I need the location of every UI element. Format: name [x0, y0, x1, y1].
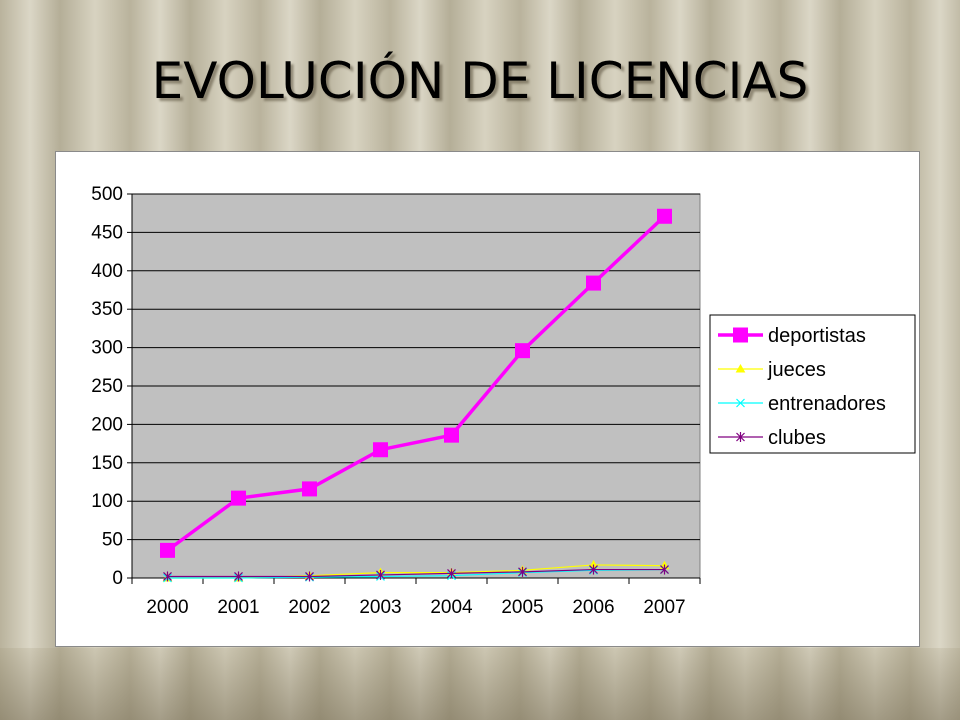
y-tick-label: 500: [91, 184, 123, 205]
x-tick-label: 2000: [146, 597, 188, 618]
y-tick-label: 450: [91, 222, 123, 243]
x-tick-label: 2004: [430, 597, 473, 618]
legend: deportistas jueces entrenadores clubes: [709, 314, 916, 454]
x-tick-label: 2006: [572, 597, 614, 618]
legend-label-deportistas: deportistas: [768, 325, 866, 347]
y-tick-label: 400: [91, 261, 123, 282]
y-tick-label: 150: [91, 453, 123, 474]
series-line-deportistas: [166, 214, 666, 552]
legend-marker-deportistas: [733, 327, 748, 343]
legend-label-clubes: clubes: [768, 427, 826, 449]
y-tick-label: 100: [91, 491, 123, 512]
data-point-clubes: [589, 564, 598, 575]
x-tick-label: 2005: [501, 597, 543, 618]
gridlines: [132, 193, 700, 541]
y-tick-label: 350: [91, 299, 123, 320]
x-tick-label: 2007: [643, 597, 685, 618]
x-tick-label: 2003: [359, 597, 401, 618]
data-point-deportistas: [231, 490, 246, 506]
y-tick-label: 200: [91, 414, 123, 435]
y-tick-label: 250: [91, 376, 123, 397]
series-layer: [160, 208, 672, 583]
legend-label-entrenadores: entrenadores: [768, 393, 886, 415]
legend-label-jueces: jueces: [767, 359, 826, 381]
marker-stroke: [736, 398, 745, 408]
y-tick-label: 0: [112, 568, 123, 589]
series-line-clubes: [167, 568, 665, 578]
data-point-clubes: [163, 571, 172, 582]
legend-marker-entrenadores: [736, 398, 745, 408]
data-point-clubes: [447, 568, 456, 579]
data-point-deportistas: [302, 481, 317, 497]
data-point-deportistas: [160, 542, 175, 558]
series-line-entrenadores: [167, 568, 665, 579]
y-tick-label: 50: [102, 530, 123, 551]
x-axis: 2000 2001 2002 2003 2004 2005 2006 2007: [131, 577, 701, 618]
data-point-clubes: [305, 571, 314, 582]
data-point-deportistas: [373, 442, 388, 458]
slide-title: EVOLUCIÓN DE LICENCIAS: [151, 52, 809, 110]
data-point-clubes: [660, 564, 669, 575]
chart-frame: 0 50 100 150 200 250 300 350 400 450 500 2000 2001 2…: [55, 151, 920, 647]
legend-marker-clubes: [736, 432, 745, 442]
legend-marker-jueces: [735, 363, 746, 373]
y-axis: 0 50 100 150 200 250 300 350 400 450 500: [91, 184, 133, 589]
floor-background: [0, 648, 960, 720]
x-tick-label: 2002: [288, 597, 330, 618]
data-point-deportistas: [444, 427, 459, 443]
data-point-clubes: [234, 571, 243, 582]
data-point-deportistas: [586, 275, 601, 291]
data-point-clubes: [518, 566, 527, 577]
data-point-deportistas: [515, 343, 530, 359]
y-tick-label: 300: [91, 338, 123, 359]
data-point-clubes: [376, 569, 385, 580]
x-tick-label: 2001: [217, 597, 259, 618]
data-point-deportistas: [657, 208, 672, 224]
